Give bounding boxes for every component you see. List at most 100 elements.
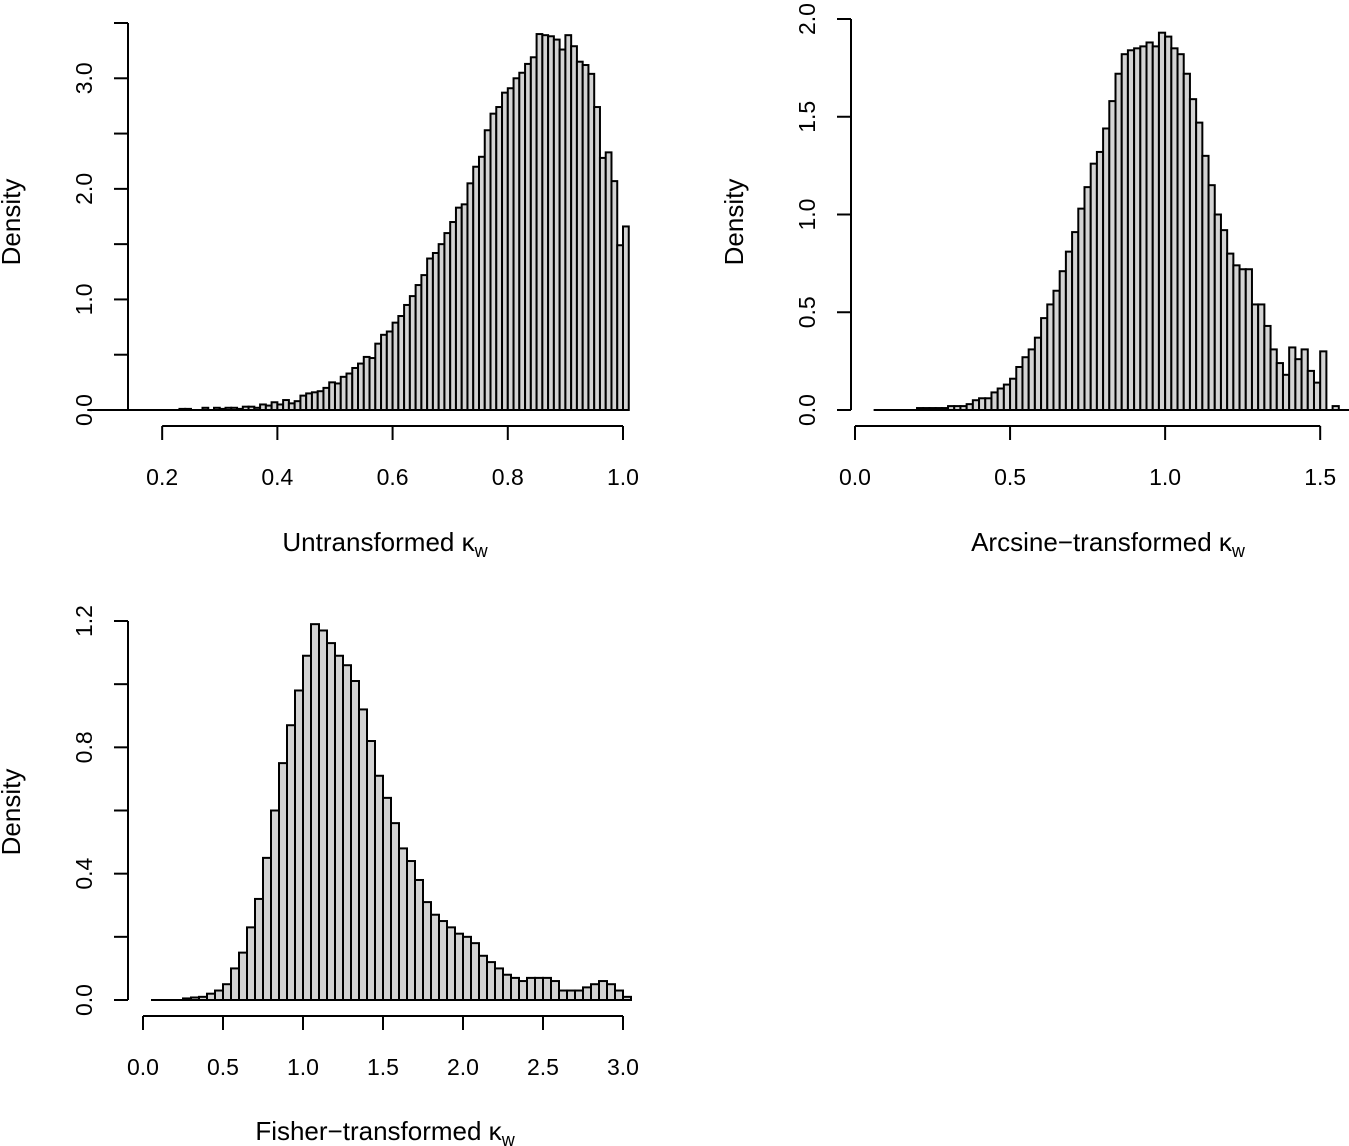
untransformed-bars: [178, 33, 630, 412]
untransformed-y-tick-label: 1.0: [71, 283, 97, 315]
fisher-y-tick-label: 0.8: [71, 731, 97, 763]
fisher-histogram-bar: [326, 642, 336, 1001]
fisher-x-tick-label: 1.0: [287, 1054, 319, 1080]
fisher-x-axis: 0.0 0.5 1.0 1.5 2.0 2.5 3.0: [127, 1015, 639, 1080]
fisher-histogram-bar: [502, 973, 512, 1002]
untransformed-y-axis: 0.0 1.0 2.0 3.0: [71, 22, 129, 426]
fisher-histogram-bar: [462, 935, 472, 1001]
fisher-histogram-bar: [238, 951, 248, 1001]
arcsine-histogram-bar: [1319, 350, 1328, 412]
untransformed-x-axis-label: Untransformed κw: [282, 527, 488, 561]
arcsine-x-axis: 0.0 0.5 1.0 1.5: [839, 425, 1336, 490]
untransformed-y-tick-label: 0.0: [71, 394, 97, 426]
fisher-histogram-bar: [286, 724, 296, 1001]
fisher-x-tick-label: 3.0: [607, 1054, 639, 1080]
fisher-histogram-bar: [550, 980, 560, 1001]
fisher-histogram-bar: [230, 967, 240, 1002]
untransformed-histogram-panel: 0.0 1.0 2.0 3.0 0.2 0.4 0.6 0.8 1.0 Untransform…: [0, 22, 639, 561]
fisher-histogram-bar: [566, 989, 576, 1002]
fisher-histogram-bar: [398, 847, 408, 1002]
fisher-histogram-bar: [302, 654, 312, 1001]
fisher-y-tick-label: 1.2: [71, 605, 97, 637]
arcsine-bars: [916, 31, 1340, 412]
fisher-histogram-panel: 0.0 0.4 0.8 1.2 0.0 0.5 1.0 1.5 2.0 2.5 3.0 Fishe…: [0, 605, 639, 1146]
fisher-histogram-bar: [574, 989, 584, 1002]
fisher-histogram-bar: [270, 809, 280, 1001]
fisher-histogram-bar: [422, 901, 432, 1002]
fisher-histogram-bar: [374, 774, 384, 1002]
fisher-x-tick-label: 1.5: [367, 1054, 399, 1080]
fisher-histogram-bar: [494, 967, 504, 1002]
fisher-histogram-bar: [438, 920, 448, 1002]
fisher-histogram-bar: [406, 860, 416, 1001]
fisher-histogram-bar: [334, 654, 344, 1001]
untransformed-y-tick-label: 3.0: [71, 62, 97, 94]
fisher-x-tick-label: 0.0: [127, 1054, 159, 1080]
fisher-histogram-bar: [366, 740, 376, 1001]
fisher-histogram-bar: [430, 913, 440, 1001]
fisher-histogram-bar: [614, 989, 624, 1002]
fisher-histogram-bar: [446, 926, 456, 1002]
fisher-y-tick-label: 0.4: [71, 857, 97, 889]
fisher-histogram-bar: [246, 926, 256, 1002]
arcsine-histogram-panel: 0.0 0.5 1.0 1.5 2.0 0.0 0.5 1.0 1.5 Arcsine−tra…: [719, 3, 1349, 561]
untransformed-histogram-bar: [622, 225, 630, 411]
fisher-histogram-bar: [590, 983, 600, 1001]
untransformed-x-tick-label: 1.0: [607, 464, 639, 490]
fisher-histogram-bar: [510, 976, 520, 1001]
untransformed-y-axis-label: Density: [0, 179, 26, 266]
fisher-histogram-bar: [358, 708, 368, 1002]
fisher-histogram-bar: [318, 629, 328, 1001]
fisher-histogram-bar: [606, 983, 616, 1001]
arcsine-y-tick-label: 1.5: [794, 101, 820, 133]
arcsine-x-tick-label: 1.5: [1304, 464, 1336, 490]
fisher-histogram-bar: [558, 989, 568, 1002]
untransformed-x-axis: 0.2 0.4 0.6 0.8 1.0: [146, 425, 639, 490]
arcsine-x-axis-label: Arcsine−transformed κw: [971, 527, 1246, 561]
untransformed-y-tick-label: 2.0: [71, 173, 97, 205]
fisher-histogram-bar: [454, 932, 464, 1001]
fisher-y-axis: 0.0 0.4 0.8 1.2: [71, 605, 129, 1016]
fisher-histogram-bar: [222, 983, 232, 1001]
fisher-histogram-bar: [526, 976, 536, 1001]
fisher-histogram-bar: [414, 878, 424, 1002]
fisher-histogram-bar: [582, 986, 592, 1001]
arcsine-y-tick-label: 1.0: [794, 199, 820, 231]
fisher-histogram-bar: [478, 954, 488, 1001]
fisher-histogram-bar: [278, 762, 288, 1001]
fisher-y-axis-label: Density: [0, 769, 26, 856]
arcsine-y-axis-label: Density: [719, 179, 749, 266]
fisher-histogram-bar: [542, 976, 552, 1001]
untransformed-x-tick-label: 0.2: [146, 464, 178, 490]
arcsine-x-tick-label: 1.0: [1149, 464, 1181, 490]
fisher-histogram-bar: [262, 856, 272, 1001]
fisher-histogram-bar: [294, 689, 304, 1001]
untransformed-x-tick-label: 0.8: [492, 464, 524, 490]
arcsine-y-axis: 0.0 0.5 1.0 1.5 2.0: [794, 3, 852, 426]
fisher-histogram-bar: [350, 680, 360, 1002]
fisher-histogram-bar: [214, 989, 224, 1002]
fisher-histogram-bar: [382, 796, 392, 1001]
fisher-x-tick-label: 2.5: [527, 1054, 559, 1080]
fisher-histogram-bar: [470, 942, 480, 1002]
fisher-x-tick-label: 0.5: [207, 1054, 239, 1080]
fisher-x-tick-label: 2.0: [447, 1054, 479, 1080]
fisher-histogram-bar: [310, 623, 320, 1001]
arcsine-x-tick-label: 0.0: [839, 464, 871, 490]
fisher-histogram-bar: [254, 897, 264, 1002]
fisher-histogram-bar: [598, 980, 608, 1001]
fisher-y-tick-label: 0.0: [71, 984, 97, 1016]
fisher-bars: [182, 623, 632, 1002]
arcsine-x-tick-label: 0.5: [994, 464, 1026, 490]
fisher-x-axis-label: Fisher−transformed κw: [255, 1116, 515, 1146]
arcsine-y-tick-label: 2.0: [794, 3, 820, 35]
arcsine-y-tick-label: 0.5: [794, 296, 820, 328]
fisher-histogram-bar: [534, 976, 544, 1001]
fisher-histogram-bar: [486, 961, 496, 1001]
fisher-histogram-bar: [390, 822, 400, 1002]
fisher-histogram-bar: [518, 980, 528, 1001]
arcsine-y-tick-label: 0.0: [794, 394, 820, 426]
untransformed-x-tick-label: 0.6: [377, 464, 409, 490]
fisher-histogram-bar: [342, 664, 352, 1001]
